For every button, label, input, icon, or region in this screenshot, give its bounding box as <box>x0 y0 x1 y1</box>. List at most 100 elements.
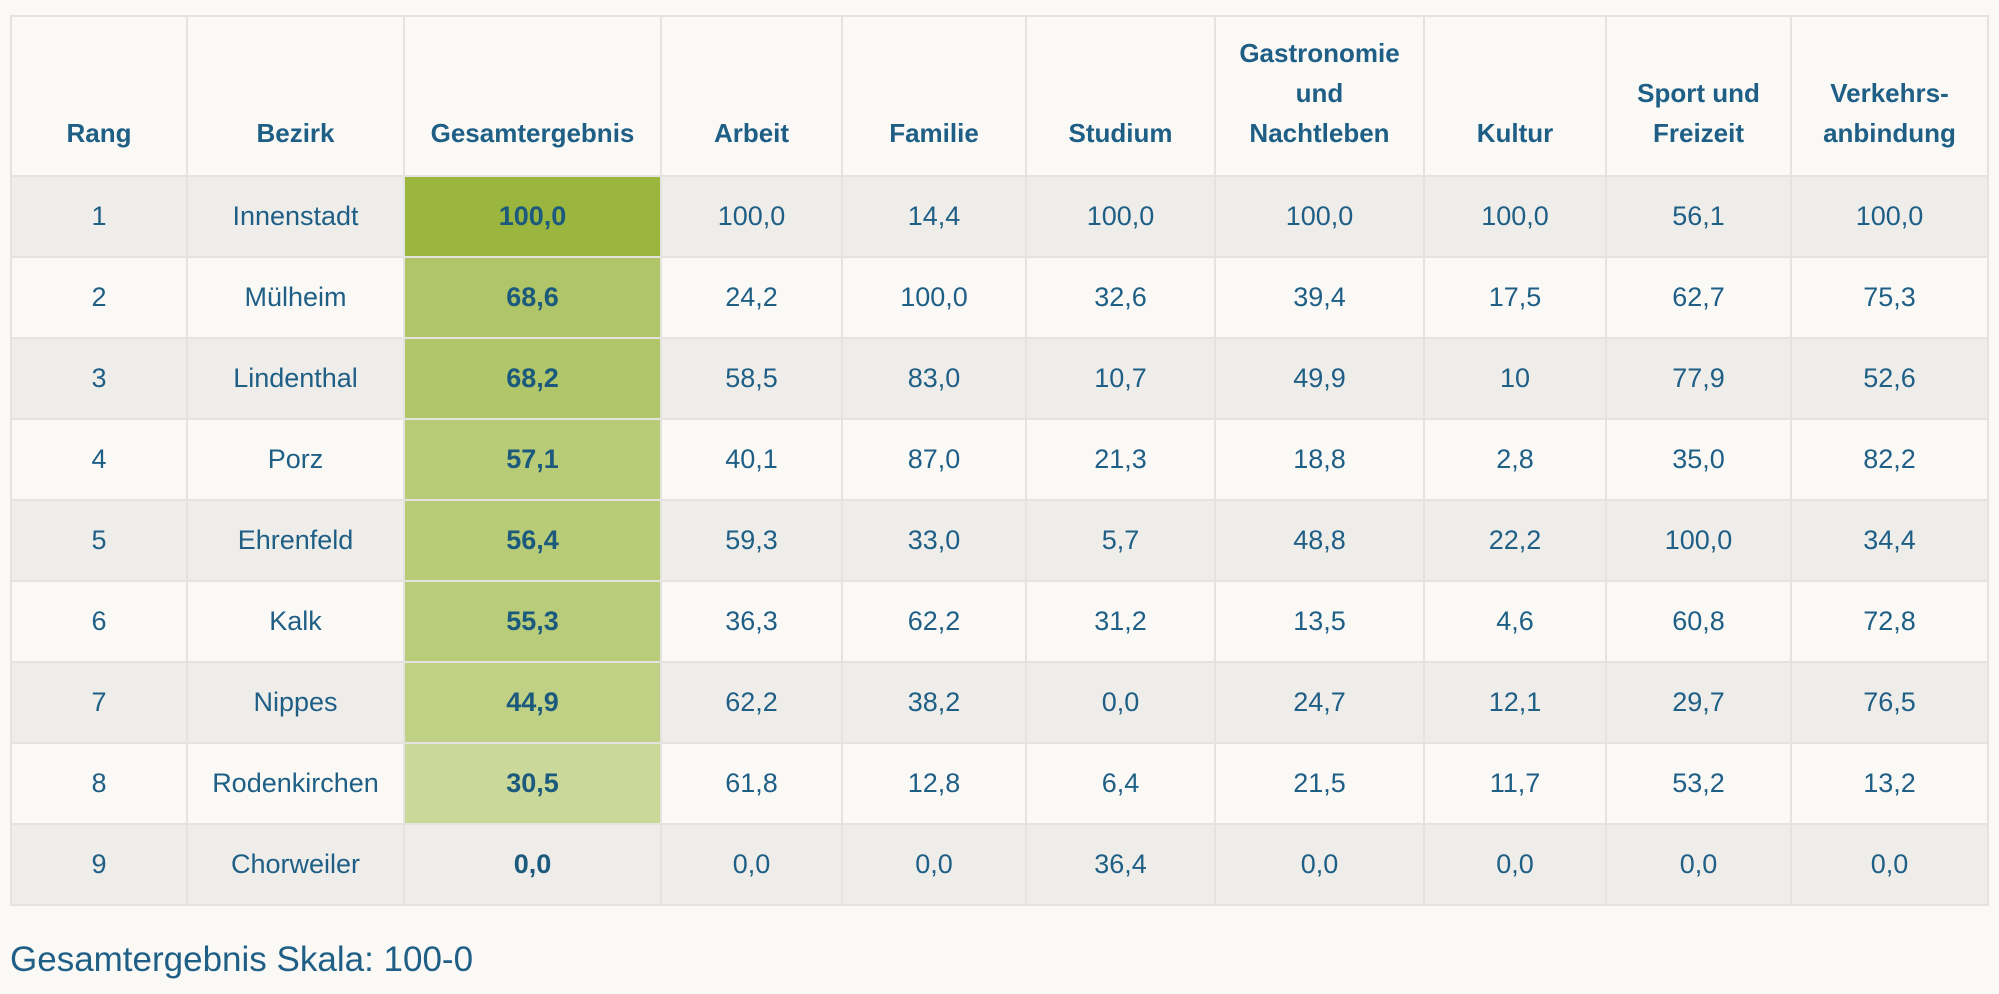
column-header-line: Studium <box>1068 118 1173 148</box>
cell-kultur: 11,7 <box>1423 742 1607 825</box>
cell-rang: 5 <box>10 499 188 582</box>
cell-rang: 7 <box>10 661 188 744</box>
column-header-bezirk: Bezirk <box>186 15 405 177</box>
cell-familie: 100,0 <box>841 256 1027 339</box>
cell-bezirk: Innenstadt <box>186 175 405 258</box>
cell-studium: 10,7 <box>1025 337 1216 420</box>
column-header-studium: Studium <box>1025 15 1216 177</box>
cell-gesamtergebnis: 30,5 <box>403 742 662 825</box>
column-header-sport-und-freizeit: Sport und Freizeit <box>1605 15 1792 177</box>
cell-kultur: 12,1 <box>1423 661 1607 744</box>
cell-familie: 62,2 <box>841 580 1027 663</box>
cell-bezirk: Lindenthal <box>186 337 405 420</box>
table-body: 1 Innenstadt 100,0 100,0 14,4 100,0 100,0 100,0… <box>10 175 1989 906</box>
cell-studium: 21,3 <box>1025 418 1216 501</box>
cell-verkehrs-anbindung: 34,4 <box>1790 499 1989 582</box>
table-header-row: Rang Bezirk Gesamtergebnis Arbeit Familie Stu… <box>10 15 1989 177</box>
cell-sport-und-freizeit: 100,0 <box>1605 499 1792 582</box>
cell-gesamtergebnis: 56,4 <box>403 499 662 582</box>
column-header-line: Verkehrs- <box>1830 78 1949 108</box>
column-header-line: Bezirk <box>256 118 335 148</box>
column-header-arbeit: Arbeit <box>660 15 843 177</box>
cell-studium: 32,6 <box>1025 256 1216 339</box>
cell-gastronomie-und-nachtleben: 18,8 <box>1214 418 1425 501</box>
ranking-table: Rang Bezirk Gesamtergebnis Arbeit Familie Stu… <box>10 15 1989 906</box>
cell-arbeit: 58,5 <box>660 337 843 420</box>
cell-rang: 4 <box>10 418 188 501</box>
cell-bezirk: Porz <box>186 418 405 501</box>
cell-familie: 83,0 <box>841 337 1027 420</box>
cell-gesamtergebnis: 68,2 <box>403 337 662 420</box>
column-header-line: Kultur <box>1476 118 1554 148</box>
table-row: 7 Nippes 44,9 62,2 38,2 0,0 24,7 12,1 29,7 76,5 <box>10 661 1989 744</box>
cell-studium: 6,4 <box>1025 742 1216 825</box>
cell-arbeit: 100,0 <box>660 175 843 258</box>
cell-gastronomie-und-nachtleben: 13,5 <box>1214 580 1425 663</box>
cell-studium: 5,7 <box>1025 499 1216 582</box>
cell-gastronomie-und-nachtleben: 48,8 <box>1214 499 1425 582</box>
cell-gastronomie-und-nachtleben: 100,0 <box>1214 175 1425 258</box>
cell-bezirk: Ehrenfeld <box>186 499 405 582</box>
cell-arbeit: 62,2 <box>660 661 843 744</box>
cell-arbeit: 0,0 <box>660 823 843 906</box>
cell-arbeit: 24,2 <box>660 256 843 339</box>
cell-studium: 31,2 <box>1025 580 1216 663</box>
cell-sport-und-freizeit: 62,7 <box>1605 256 1792 339</box>
column-header-line: Nachtleben <box>1249 118 1390 148</box>
ranking-table-container: Rang Bezirk Gesamtergebnis Arbeit Familie Stu… <box>10 15 1989 906</box>
cell-bezirk: Kalk <box>186 580 405 663</box>
cell-kultur: 0,0 <box>1423 823 1607 906</box>
cell-arbeit: 40,1 <box>660 418 843 501</box>
cell-bezirk: Chorweiler <box>186 823 405 906</box>
cell-verkehrs-anbindung: 75,3 <box>1790 256 1989 339</box>
cell-kultur: 10 <box>1423 337 1607 420</box>
column-header-verkehrs-anbindung: Verkehrs-anbindung <box>1790 15 1989 177</box>
cell-gastronomie-und-nachtleben: 39,4 <box>1214 256 1425 339</box>
cell-kultur: 22,2 <box>1423 499 1607 582</box>
cell-gesamtergebnis: 57,1 <box>403 418 662 501</box>
cell-gastronomie-und-nachtleben: 49,9 <box>1214 337 1425 420</box>
cell-gesamtergebnis: 44,9 <box>403 661 662 744</box>
table-row: 4 Porz 57,1 40,1 87,0 21,3 18,8 2,8 35,0 82,2 <box>10 418 1989 501</box>
cell-gesamtergebnis: 55,3 <box>403 580 662 663</box>
cell-verkehrs-anbindung: 0,0 <box>1790 823 1989 906</box>
cell-sport-und-freizeit: 29,7 <box>1605 661 1792 744</box>
cell-rang: 6 <box>10 580 188 663</box>
cell-familie: 33,0 <box>841 499 1027 582</box>
column-header-line: Rang <box>66 118 132 148</box>
cell-studium: 100,0 <box>1025 175 1216 258</box>
table-row: 8 Rodenkirchen 30,5 61,8 12,8 6,4 21,5 11,7 53,2… <box>10 742 1989 825</box>
cell-rang: 3 <box>10 337 188 420</box>
column-header-line: Freizeit <box>1652 118 1745 148</box>
cell-kultur: 100,0 <box>1423 175 1607 258</box>
cell-rang: 8 <box>10 742 188 825</box>
table-row: 1 Innenstadt 100,0 100,0 14,4 100,0 100,0 100,0… <box>10 175 1989 258</box>
cell-sport-und-freizeit: 56,1 <box>1605 175 1792 258</box>
cell-studium: 36,4 <box>1025 823 1216 906</box>
cell-arbeit: 59,3 <box>660 499 843 582</box>
cell-verkehrs-anbindung: 13,2 <box>1790 742 1989 825</box>
column-header-familie: Familie <box>841 15 1027 177</box>
cell-gastronomie-und-nachtleben: 0,0 <box>1214 823 1425 906</box>
cell-arbeit: 61,8 <box>660 742 843 825</box>
column-header-gesamtergebnis: Gesamtergebnis <box>403 15 662 177</box>
cell-bezirk: Rodenkirchen <box>186 742 405 825</box>
column-header-kultur: Kultur <box>1423 15 1607 177</box>
cell-kultur: 17,5 <box>1423 256 1607 339</box>
cell-familie: 87,0 <box>841 418 1027 501</box>
cell-verkehrs-anbindung: 52,6 <box>1790 337 1989 420</box>
cell-arbeit: 36,3 <box>660 580 843 663</box>
table-row: 5 Ehrenfeld 56,4 59,3 33,0 5,7 48,8 22,2 100,0 34… <box>10 499 1989 582</box>
column-header-gastronomie-und-nachtleben: Gastronomie und Nachtleben <box>1214 15 1425 177</box>
cell-familie: 14,4 <box>841 175 1027 258</box>
table-row: 6 Kalk 55,3 36,3 62,2 31,2 13,5 4,6 60,8 72,8 <box>10 580 1989 663</box>
cell-gesamtergebnis: 100,0 <box>403 175 662 258</box>
table-row: 9 Chorweiler 0,0 0,0 0,0 36,4 0,0 0,0 0,0 0,0 <box>10 823 1989 906</box>
cell-kultur: 4,6 <box>1423 580 1607 663</box>
cell-rang: 2 <box>10 256 188 339</box>
column-header-line: Gesamtergebnis <box>430 118 635 148</box>
column-header-line: Familie <box>889 118 979 148</box>
column-header-line: anbindung <box>1823 118 1956 148</box>
table-row: 3 Lindenthal 68,2 58,5 83,0 10,7 49,9 10 77,9 52,… <box>10 337 1989 420</box>
cell-verkehrs-anbindung: 82,2 <box>1790 418 1989 501</box>
